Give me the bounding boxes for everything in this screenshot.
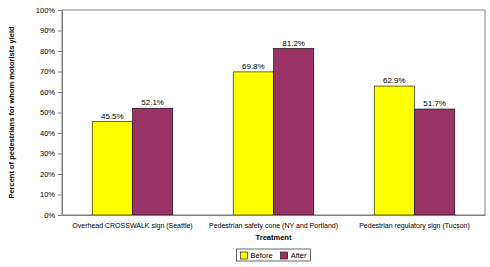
tick: 0% <box>44 211 62 220</box>
bar <box>233 72 273 215</box>
bar <box>92 122 132 215</box>
tick-mark <box>58 51 62 52</box>
tick-label: 80% <box>40 47 55 56</box>
tick-label: 90% <box>40 26 55 35</box>
axis-line <box>58 11 63 216</box>
tick-mark <box>58 133 62 134</box>
legend-box <box>237 249 311 261</box>
data-label: 51.7% <box>423 99 446 108</box>
legend-swatch <box>241 252 248 259</box>
plot-frame <box>62 10 485 215</box>
legend-label: Before <box>251 251 273 260</box>
bar <box>374 86 414 215</box>
series <box>92 72 414 215</box>
tick: 50% <box>40 108 62 117</box>
tick-label: 40% <box>40 129 55 138</box>
tick: 100% <box>36 6 62 15</box>
tick-mark <box>58 215 62 216</box>
bars <box>92 49 455 215</box>
tick: 20% <box>40 170 62 179</box>
tick: 70% <box>40 67 62 76</box>
tick-label: 10% <box>40 190 55 199</box>
x-axis: Overhead CROSSWALK sign (Seattle) Pedestr… <box>63 216 486 230</box>
legend-swatch <box>281 252 288 259</box>
legend-item: Before <box>241 251 273 260</box>
data-label: 52.1% <box>141 98 164 107</box>
bar <box>274 49 314 215</box>
legend-item: After <box>281 251 307 260</box>
tick-label: 60% <box>40 88 55 97</box>
tick: Pedestrian safety cone (NY and Portland) <box>209 222 338 230</box>
y-axis: 0% 10% 20% 30% 40% 50% 60% 70% 80% 90% 100% <box>36 6 63 220</box>
tick-mark <box>58 174 62 175</box>
tick: 30% <box>40 149 62 158</box>
tick-mark <box>58 195 62 196</box>
tick-label: 100% <box>36 6 56 15</box>
tick-label: 50% <box>40 108 55 117</box>
tick-label: 70% <box>40 67 55 76</box>
tick: 10% <box>40 190 62 199</box>
tick-mark <box>58 154 62 155</box>
tick: 90% <box>40 26 62 35</box>
data-labels: 45.5% 69.8% 62.9% 52.1% 81.2% 51.7% <box>101 39 446 121</box>
data-label: 45.5% <box>101 112 124 121</box>
tick-mark <box>58 92 62 93</box>
tick-mark <box>58 10 62 11</box>
chart: 45.5% 69.8% 62.9% 52.1% 81.2% 51.7% 0% 10% 20% 30… <box>0 0 490 267</box>
tick: Pedestrian regulatory sign (Tucson) <box>359 222 470 230</box>
tick-label: 20% <box>40 170 55 179</box>
tick-mark <box>58 72 62 73</box>
plot: 45.5% 69.8% 62.9% 52.1% 81.2% 51.7% 0% 10% 20% 30… <box>36 6 486 230</box>
tick: 80% <box>40 47 62 56</box>
tick-label: Overhead CROSSWALK sign (Seattle) <box>72 222 192 230</box>
series <box>133 49 455 215</box>
tick: 40% <box>40 129 62 138</box>
tick-mark <box>58 31 62 32</box>
bar <box>133 108 173 215</box>
tick-label: 30% <box>40 149 55 158</box>
tick: 60% <box>40 88 62 97</box>
tick: Overhead CROSSWALK sign (Seattle) <box>72 222 192 230</box>
bar <box>415 109 455 215</box>
tick-label: Pedestrian regulatory sign (Tucson) <box>359 222 470 230</box>
legend-label: After <box>291 251 307 260</box>
data-label: 62.9% <box>383 76 406 85</box>
tick-mark <box>58 113 62 114</box>
x-axis-title: Treatment <box>256 233 292 242</box>
legend: Before After <box>237 249 311 261</box>
tick-label: 0% <box>44 211 55 220</box>
y-axis-title: Percent of pedestrians for whom motorist… <box>7 26 16 199</box>
data-label: 81.2% <box>282 39 305 48</box>
data-label: 69.8% <box>242 62 265 71</box>
axis-line <box>63 215 486 216</box>
tick-label: Pedestrian safety cone (NY and Portland) <box>209 222 338 230</box>
